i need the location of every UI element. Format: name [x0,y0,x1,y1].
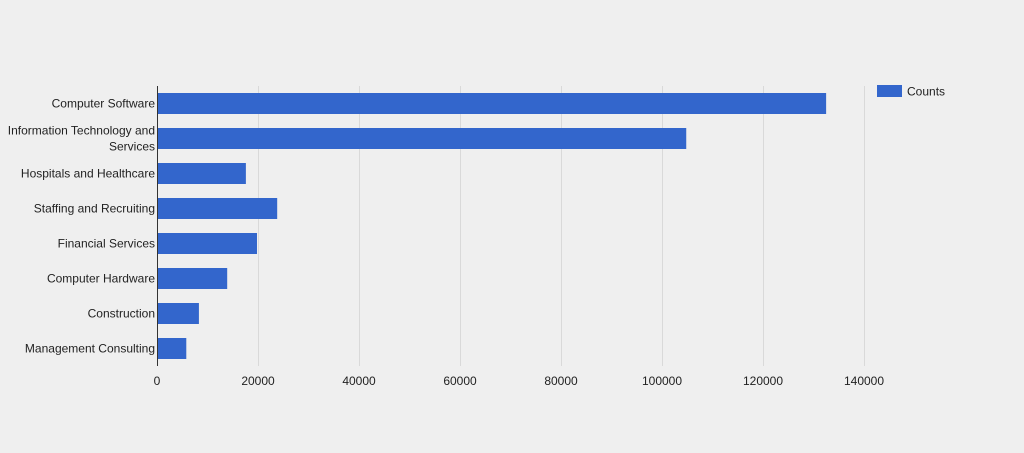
y-category-label: Hospitals and Healthcare [21,167,155,181]
bar [157,93,827,114]
x-tick-label: 120000 [743,374,783,388]
legend-swatch [877,85,902,97]
y-category-label: Construction [88,307,155,321]
y-category-label: Computer Hardware [47,272,155,286]
x-tick-label: 100000 [642,374,682,388]
x-tick-label: 20000 [241,374,275,388]
bar [157,128,687,149]
legend: Counts [877,85,945,99]
x-tick-labels: 0 20000 40000 60000 80000 100000 120000 140000 [154,374,885,388]
y-category-label: Staffing and Recruiting [34,202,155,216]
bar [157,198,278,219]
x-tick-label: 60000 [443,374,477,388]
y-category-label: Information Technology and Services [8,124,155,154]
bar [157,163,246,184]
y-category-label: Management Consulting [25,342,155,356]
y-category-label: Financial Services [58,237,155,251]
x-tick-label: 0 [154,374,161,388]
x-tick-label: 140000 [844,374,884,388]
y-category-labels: Computer Software Information Technology … [8,97,156,356]
legend-label: Counts [907,85,945,99]
y-category-label: Computer Software [52,97,156,111]
x-tick-label: 80000 [544,374,578,388]
bar [157,268,228,289]
bar [157,338,187,359]
x-tick-label: 40000 [342,374,376,388]
bar [157,303,199,324]
bars [157,93,827,359]
bar [157,233,257,254]
